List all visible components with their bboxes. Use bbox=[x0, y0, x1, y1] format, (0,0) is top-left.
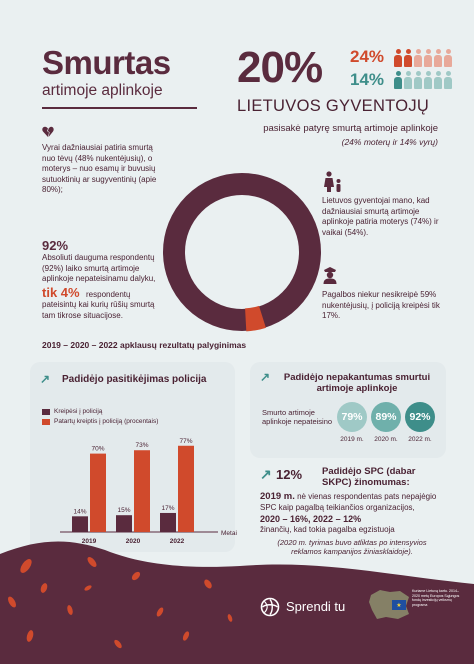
chart-panel bbox=[30, 362, 235, 552]
bar-data-label: 14% bbox=[73, 508, 86, 515]
spc-title: Padidėjo SPC (dabar SKPC) žinomumas: bbox=[322, 466, 416, 488]
donut-chart bbox=[163, 173, 321, 332]
spc-body: 2019 m. nė vienas respondentas pats nepa… bbox=[260, 491, 450, 513]
value-circle: 79% bbox=[337, 402, 367, 432]
person-icon bbox=[434, 71, 442, 89]
bar-advise-2019 bbox=[90, 453, 106, 532]
comparison-heading: 2019 – 2020 – 2022 apklausų rezultatų pa… bbox=[42, 340, 247, 350]
footer-flag-text: Kuriame Lietuvą kartu. 2014–2020 metų Eu… bbox=[412, 589, 460, 607]
person-icon bbox=[414, 49, 422, 67]
family-text: Lietuvos gyventojai mano, kad dažniausia… bbox=[322, 196, 439, 237]
bar-police-2020 bbox=[116, 515, 132, 532]
men-percent: 14% bbox=[350, 70, 385, 89]
bar-advise-2020 bbox=[134, 450, 150, 532]
sprendi-tu-logo-icon bbox=[260, 597, 280, 617]
women-percent: 24% bbox=[350, 47, 385, 66]
police-icon bbox=[323, 267, 337, 284]
donut-ring bbox=[163, 173, 321, 331]
population-subheading: pasisakė patyrę smurtą artimoje aplinkoj… bbox=[263, 123, 438, 134]
intolerance-arrow-icon: ↗ bbox=[260, 370, 271, 384]
women-people-icons bbox=[394, 49, 452, 67]
value-year: 2020 m. bbox=[374, 436, 398, 443]
intolerance-2019: 79% 2019 m. bbox=[337, 402, 367, 443]
bar-data-label: 15% bbox=[117, 507, 130, 514]
person-icon bbox=[444, 71, 452, 89]
pct4-text2: pateisintų kai kurių rūšių smurtą tam ti… bbox=[42, 300, 155, 320]
page-subtitle: artimoje aplinkoje bbox=[42, 82, 163, 99]
person-icon bbox=[424, 49, 432, 67]
legend-label-advise: Patartų kreiptis į policiją (procentais) bbox=[54, 418, 159, 425]
person-icon bbox=[424, 71, 432, 89]
chart-arrow-icon: ↗ bbox=[40, 372, 51, 386]
men-people-icons bbox=[394, 71, 452, 89]
person-icon bbox=[394, 49, 402, 67]
spc-text2: žinančių, kad tokia pagalba egzistuoja bbox=[260, 525, 395, 534]
big-percent: 20% bbox=[237, 43, 323, 92]
bar-data-label: 73% bbox=[135, 442, 148, 449]
pct4-value: tik 4% bbox=[42, 285, 80, 300]
spc-note: (2020 m. tyrimas buvo atliktas po intens… bbox=[277, 538, 427, 556]
footer-wave bbox=[0, 541, 474, 664]
value-circle: 92% bbox=[405, 402, 435, 432]
page-title: Smurtas bbox=[42, 44, 171, 81]
person-icon bbox=[394, 71, 402, 89]
x-tick-label: 2019 bbox=[82, 538, 97, 545]
intolerance-2020: 89% 2020 m. bbox=[371, 402, 401, 443]
bar-chart: 14% 70% 2019 15% 73% 2020 17% 77% 2022 bbox=[60, 438, 218, 545]
x-tick-label: 2022 bbox=[170, 538, 185, 545]
person-icon bbox=[434, 49, 442, 67]
bar-data-label: 70% bbox=[91, 446, 104, 453]
value-circle: 89% bbox=[371, 402, 401, 432]
bar-police-2022 bbox=[160, 512, 176, 532]
intolerance-2022: 92% 2022 m. bbox=[405, 402, 435, 443]
pct4-text1: respondentų bbox=[86, 290, 131, 299]
x-axis-label: Metai bbox=[221, 530, 237, 537]
intolerance-title: Padidėjo nepakantumas smurtui artimoje a… bbox=[283, 372, 431, 394]
chart-title: Padidėjo pasitikėjimas policija bbox=[62, 374, 207, 385]
pct92-text: Absoliuti dauguma respondentų (92%) laik… bbox=[42, 253, 156, 283]
population-heading: LIETUVOS GYVENTOJŲ bbox=[237, 97, 430, 115]
legend-swatch-advise bbox=[42, 419, 50, 425]
spc-arrow-icon: ↗ bbox=[260, 466, 272, 482]
header-divider bbox=[42, 107, 197, 109]
family-icon bbox=[324, 171, 341, 192]
police-text: Pagalbos niekur nesikreipė 59% nukentėju… bbox=[322, 290, 440, 320]
footer-brand: Sprendi tu bbox=[286, 599, 346, 614]
donut-highlight-segment bbox=[244, 305, 266, 332]
bar-data-label: 77% bbox=[179, 438, 192, 445]
intolerance-row-label: Smurto artimoje aplinkoje nepateisino bbox=[262, 408, 333, 426]
x-tick-label: 2020 bbox=[126, 538, 141, 545]
spc-percent: 12% bbox=[276, 467, 303, 482]
value-year: 2022 m. bbox=[408, 436, 432, 443]
spc-text1: nė vienas respondentas pats nepajėgio SP… bbox=[260, 492, 437, 512]
bar-police-2019 bbox=[72, 516, 88, 532]
broken-heart-icon bbox=[42, 126, 54, 137]
lithuania-map-icon bbox=[369, 590, 409, 619]
value-year: 2019 m. bbox=[340, 436, 364, 443]
person-icon bbox=[404, 71, 412, 89]
pct92-value: 92% bbox=[42, 238, 69, 253]
person-icon bbox=[444, 49, 452, 67]
bar-advise-2022 bbox=[178, 445, 194, 532]
victims-text: Vyrai dažniausiai patiria smurtą nuo tėv… bbox=[42, 143, 157, 194]
population-note: (24% moterų ir 14% vyrų) bbox=[341, 137, 438, 147]
person-icon bbox=[404, 49, 412, 67]
legend-swatch-police bbox=[42, 409, 50, 415]
spc-line2: 2020 – 16%, 2022 – 12% bbox=[260, 514, 362, 524]
spc-year: 2019 m. bbox=[260, 491, 295, 502]
person-icon bbox=[414, 71, 422, 89]
eu-flag-icon: ★ bbox=[392, 600, 406, 610]
bar-data-label: 17% bbox=[161, 505, 174, 512]
legend-label-police: Kreipėsi į policiją bbox=[54, 408, 103, 415]
